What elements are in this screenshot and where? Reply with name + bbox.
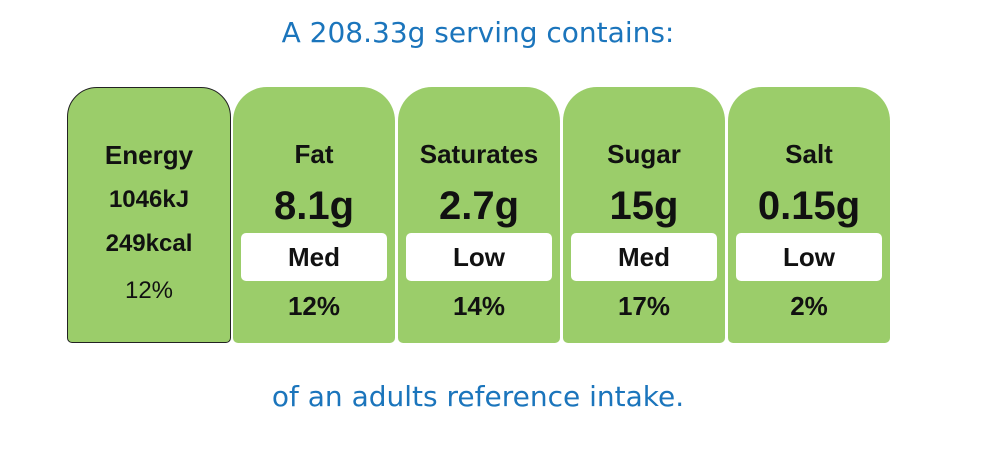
nutrient-amount: 0.15g (757, 184, 861, 228)
energy-kcal: 249kcal (105, 230, 193, 257)
nutrient-percent: 12% (287, 291, 341, 321)
nutrient-level: Med (288, 242, 340, 272)
header-title: A 208.33g serving contains: (281, 16, 675, 49)
nutrient-percent: 14% (452, 291, 506, 321)
level-box: Low (736, 233, 882, 281)
footer-text: of an adults reference intake. (271, 380, 685, 413)
nutrient-card: Saturates 2.7g Low 14% (398, 87, 560, 343)
nutrient-name: Fat (294, 139, 334, 169)
nutrient-amount: 15g (609, 184, 679, 228)
level-box: Med (241, 233, 387, 281)
nutrient-level: Low (453, 242, 505, 272)
nutrient-level: Med (618, 242, 670, 272)
level-box: Med (571, 233, 717, 281)
nutrient-amount: 2.7g (438, 184, 520, 228)
energy-card: Energy 1046kJ 249kcal 12% (67, 87, 231, 343)
nutrient-card: Fat 8.1g Med 12% (233, 87, 395, 343)
level-box: Low (406, 233, 552, 281)
nutrient-name: Saturates (419, 139, 539, 169)
nutrient-percent: 17% (617, 291, 671, 321)
energy-label: Energy (104, 140, 194, 170)
nutrient-card: Sugar 15g Med 17% (563, 87, 725, 343)
nutrient-card: Salt 0.15g Low 2% (728, 87, 890, 343)
energy-percent: 12% (124, 277, 174, 304)
nutrient-name: Sugar (607, 139, 681, 169)
energy-kj: 1046kJ (108, 186, 190, 213)
nutrient-name: Salt (785, 139, 833, 169)
nutrient-level: Low (783, 242, 835, 272)
nutrient-percent: 2% (790, 291, 828, 321)
nutrient-amount: 8.1g (273, 184, 355, 228)
